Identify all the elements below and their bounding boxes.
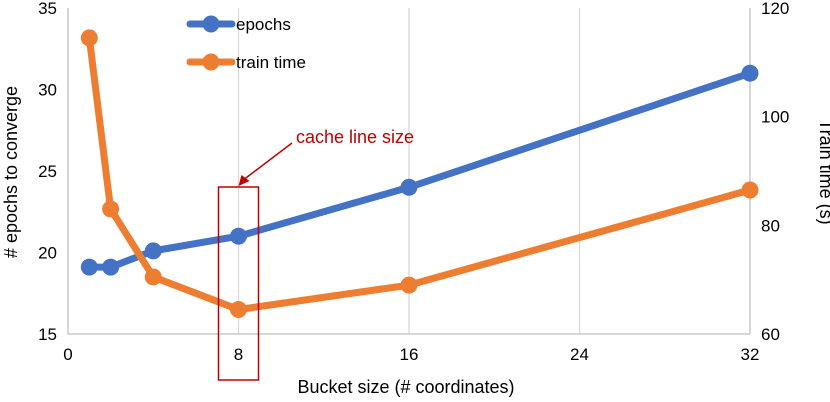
legend-label-1: train time <box>236 53 306 72</box>
legend-label-0: epochs <box>236 15 291 34</box>
x-tick-label-16: 16 <box>400 345 419 364</box>
series-1-point-5 <box>741 181 759 199</box>
y2-tick-label-80: 80 <box>761 216 780 235</box>
x-axis-label: Bucket size (# coordinates) <box>297 377 514 397</box>
annotation-box <box>217 186 260 381</box>
annotation-arrow-line <box>240 142 293 183</box>
series-line-0 <box>85 69 754 271</box>
y-tick-label-25: 25 <box>38 162 57 181</box>
series-0-point-3 <box>230 227 247 245</box>
y-axis-label: # epochs to converge <box>1 86 21 258</box>
y2-tick-label-60: 60 <box>761 325 780 344</box>
y-tick-label-15: 15 <box>38 325 57 344</box>
series-0-point-4 <box>400 178 418 196</box>
x-tick-label-0: 0 <box>63 345 72 364</box>
legend-marker-0 <box>202 15 220 33</box>
series-0-point-0 <box>80 258 98 276</box>
series-1-point-2 <box>144 268 162 286</box>
annotation: cache line size <box>217 127 414 381</box>
annotation-label: cache line size <box>296 127 414 147</box>
series-1-point-1 <box>102 200 120 218</box>
series-1-point-0 <box>80 29 98 47</box>
series-1-point-4 <box>400 276 418 294</box>
legend-marker-1 <box>202 53 220 71</box>
series-line-1 <box>85 34 754 314</box>
series-0-point-2 <box>144 242 162 260</box>
x-tick-label-32: 32 <box>741 345 760 364</box>
series-1-point-3 <box>230 301 247 319</box>
tick-labels: 0 8 16 24 32 15 20 25 30 35 60 80 100 120 <box>38 0 789 364</box>
x-tick-label-8: 8 <box>234 345 243 364</box>
y-tick-label-35: 35 <box>38 0 57 18</box>
series-0-point-1 <box>102 258 120 276</box>
y-tick-label-20: 20 <box>38 244 57 263</box>
series-0-point-5 <box>741 64 759 82</box>
y-tick-label-30: 30 <box>38 81 57 100</box>
y2-tick-label-100: 100 <box>761 108 789 127</box>
y2-tick-label-120: 120 <box>761 0 789 18</box>
y2-axis-label: Train time (s) <box>816 119 830 224</box>
x-tick-label-24: 24 <box>570 345 589 364</box>
legend: epochs train time <box>186 15 306 72</box>
annotation-arrowhead <box>238 175 250 186</box>
series-layer <box>80 29 759 319</box>
axes <box>67 8 751 335</box>
